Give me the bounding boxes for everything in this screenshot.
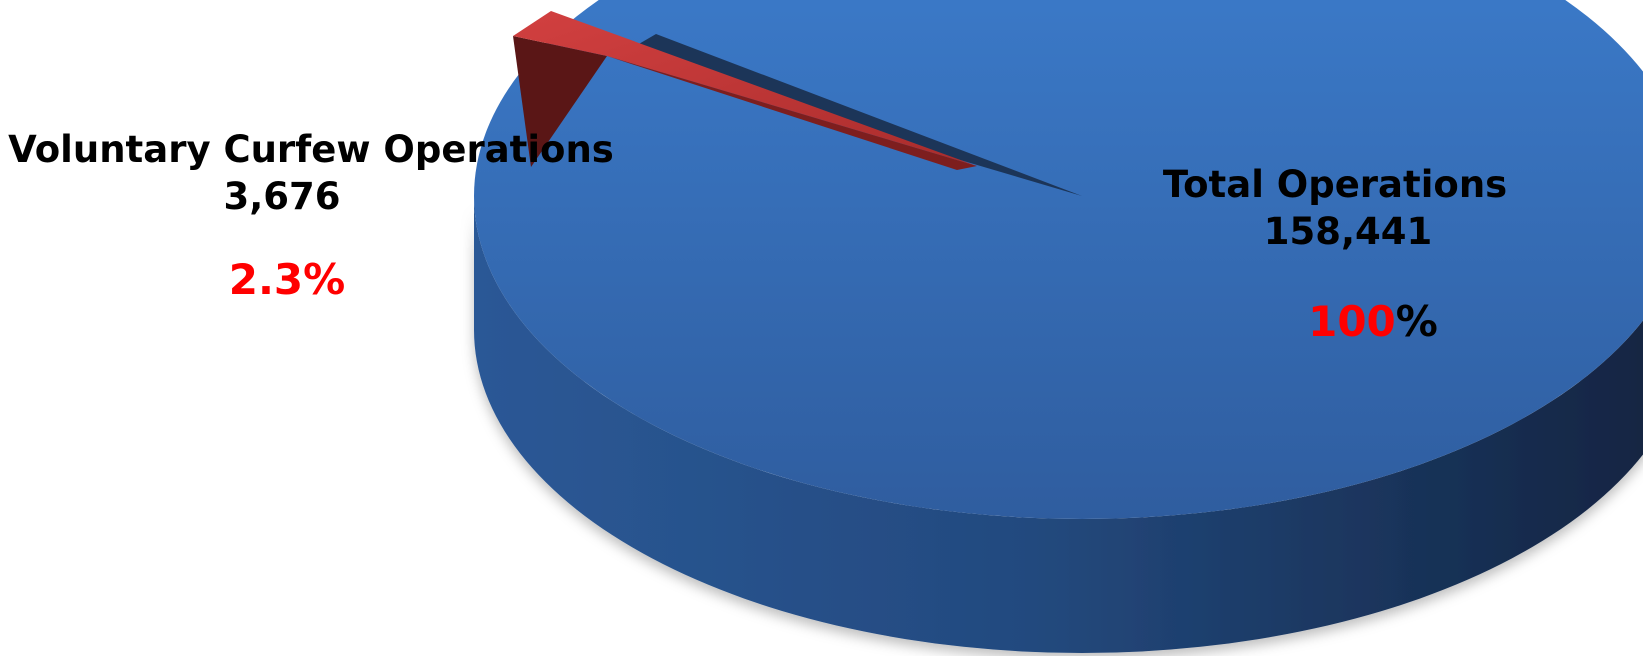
voluntary-slice-edge xyxy=(607,56,977,170)
voluntary-slice xyxy=(513,11,977,166)
voluntary-slice-label: Voluntary Curfew Operations xyxy=(8,128,614,171)
voluntary-slice-percent: 2.3% xyxy=(229,255,345,304)
total-slice xyxy=(474,0,1643,519)
total-percent-number: 100 xyxy=(1308,297,1396,346)
total-slice-side xyxy=(474,196,1643,653)
slice-gap-shadow xyxy=(615,34,1082,196)
total-slice-label: Total Operations xyxy=(1163,163,1507,206)
voluntary-slice-side xyxy=(513,36,607,167)
total-slice-percent: 100% xyxy=(1308,297,1438,346)
total-percent-sign: % xyxy=(1396,297,1438,346)
total-slice-value: 158,441 xyxy=(1264,210,1433,253)
voluntary-slice-value: 3,676 xyxy=(223,175,340,218)
